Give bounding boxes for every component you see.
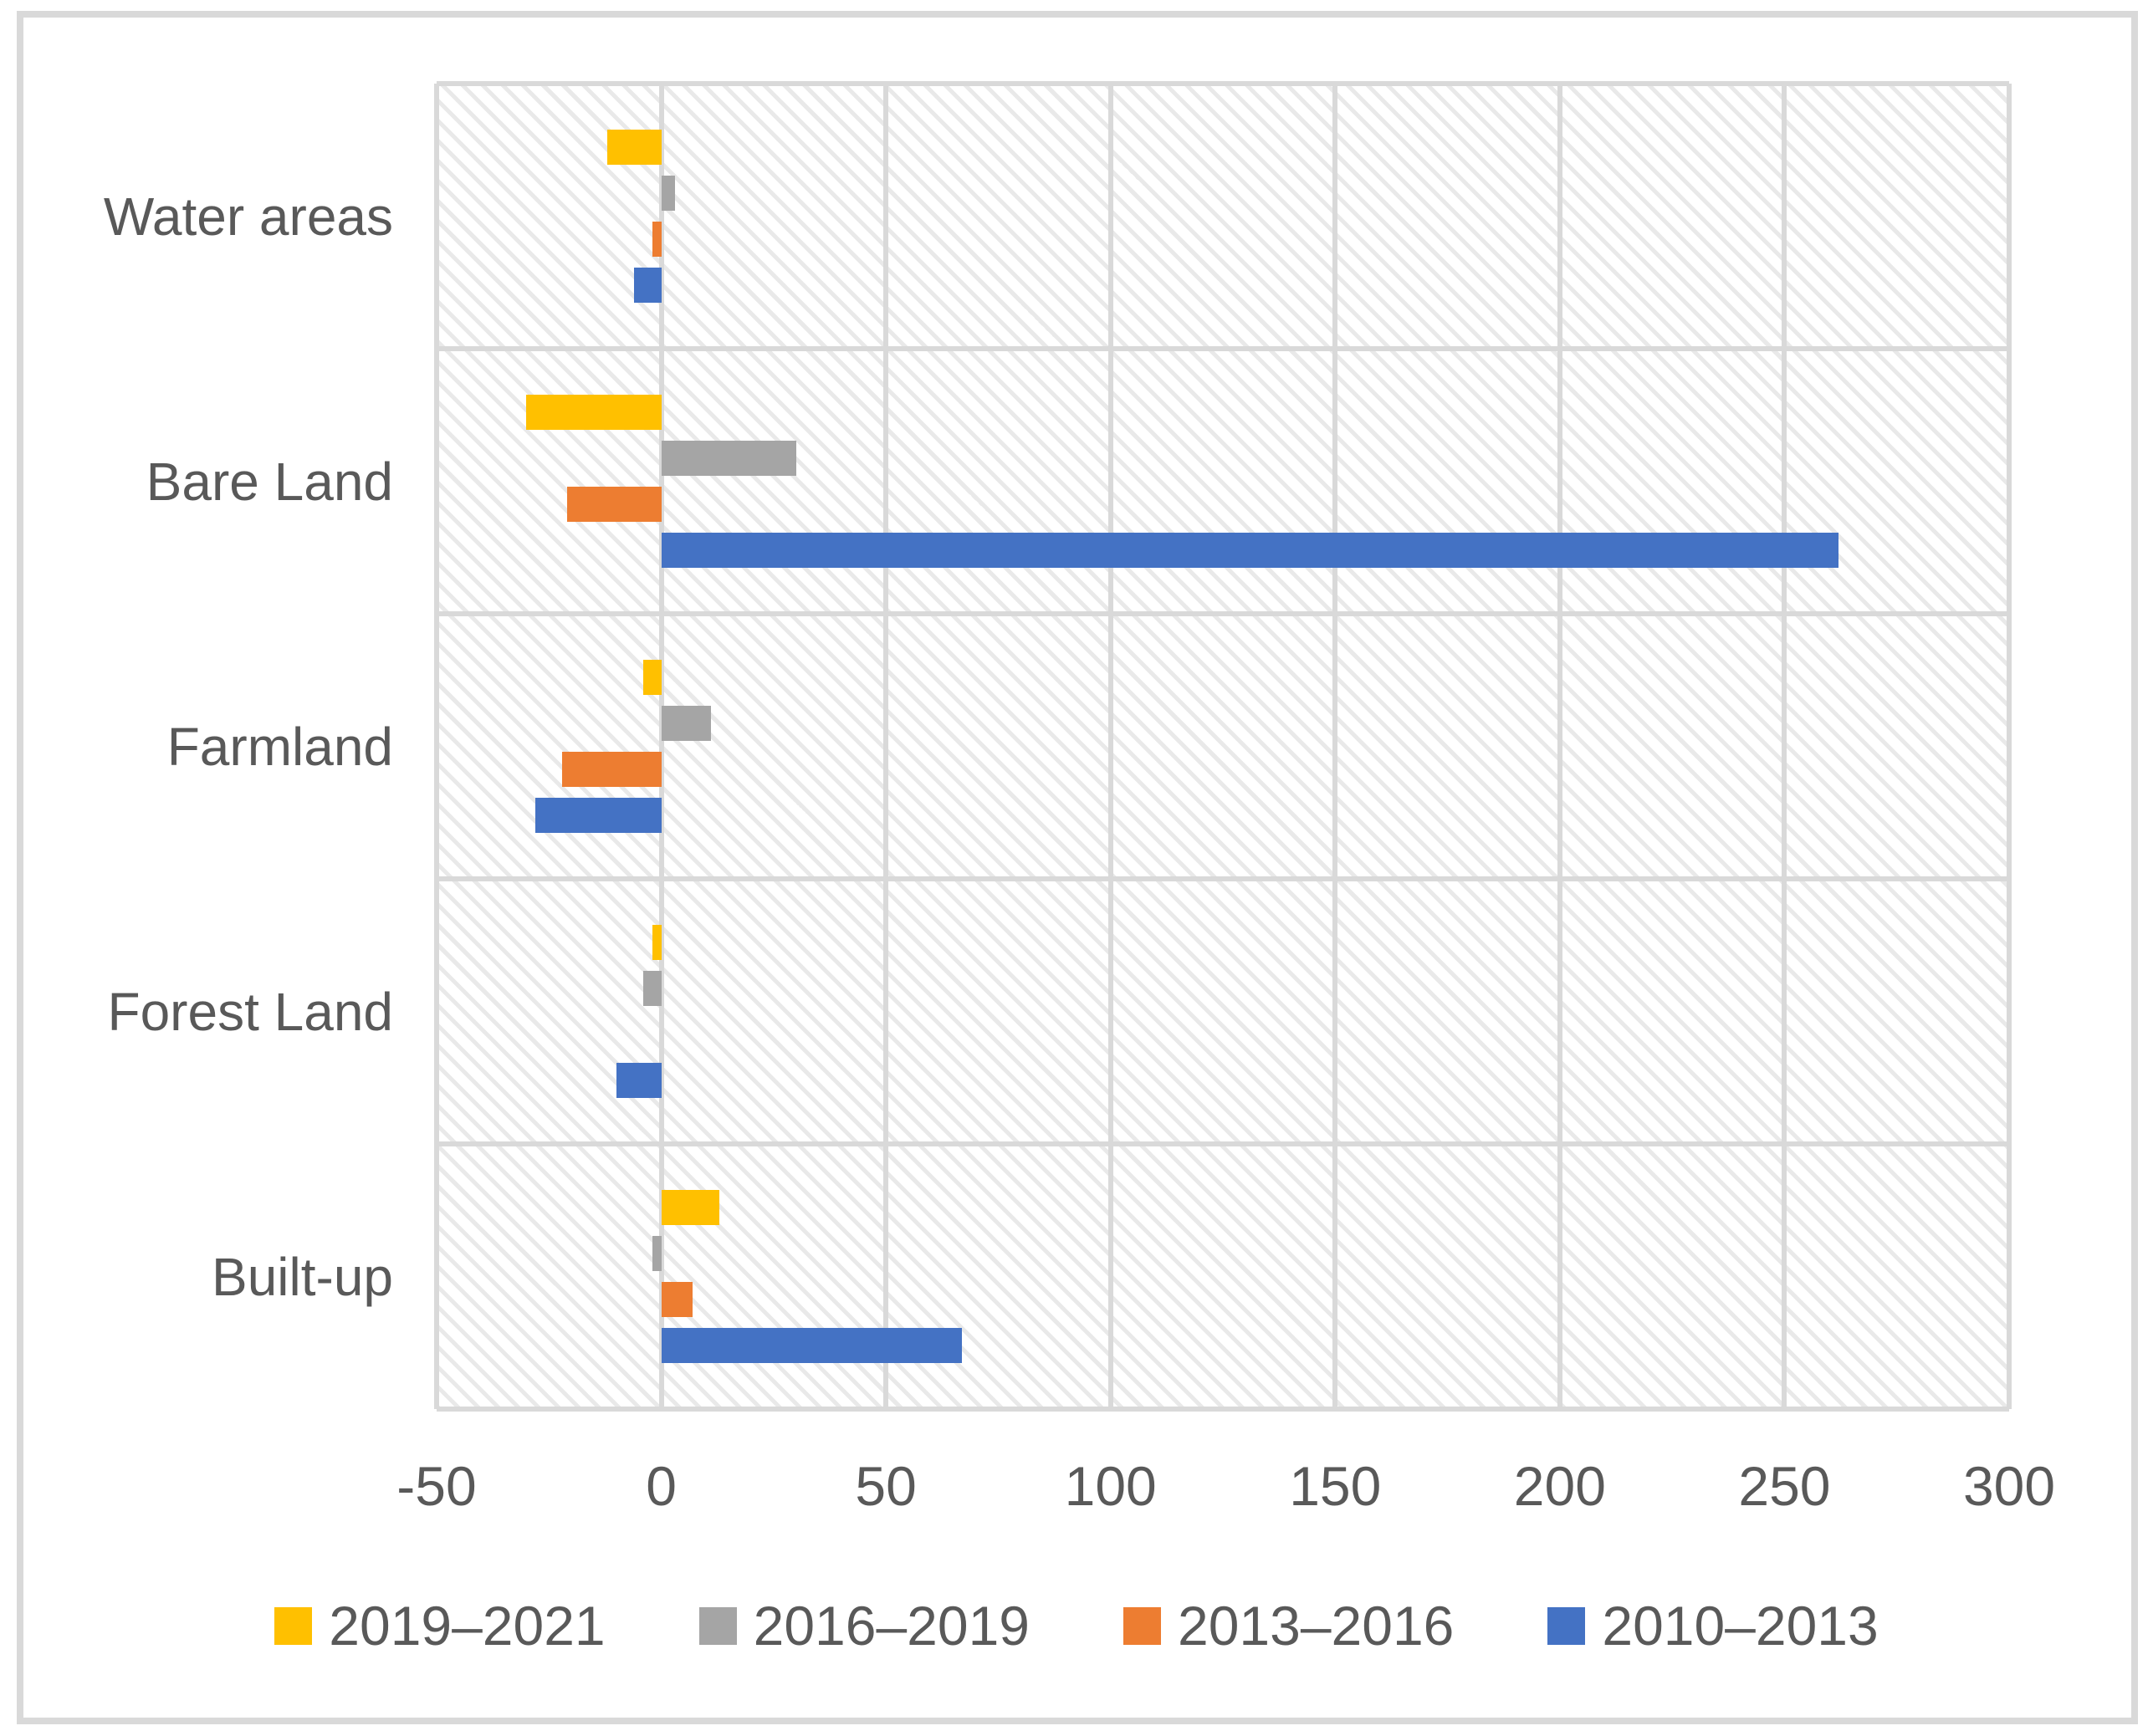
plot-area [437,84,2009,1409]
bar-built-up-2019–2021 [661,1190,720,1225]
legend-label: 2010–2013 [1602,1595,1879,1657]
bar-farmland-2016–2019 [661,706,711,741]
gridline-vertical [883,84,889,1409]
bar-built-up-2010–2013 [661,1328,963,1363]
legend-item: 2010–2013 [1547,1595,1879,1657]
legend-swatch-icon [274,1606,313,1645]
gridline-vertical [434,84,439,1409]
gridline-vertical [1557,84,1562,1409]
bar-bare-land-2013–2016 [566,487,662,522]
legend-item: 2013–2016 [1123,1596,1454,1655]
gridline-vertical [2007,84,2012,1409]
gridline-horizontal [437,1141,2009,1146]
bar-built-up-2013–2016 [661,1282,693,1317]
category-label: Water areas [103,186,393,247]
gridline-horizontal [437,81,2009,86]
bar-water-areas-2013–2016 [652,222,662,257]
gridline-horizontal [437,876,2009,881]
legend-label: 2013–2016 [1178,1595,1455,1657]
x-tick-label: 300 [1962,1455,2056,1517]
legend-label: 2019–2021 [329,1595,606,1657]
gridline-vertical [658,84,664,1409]
bar-water-areas-2010–2013 [634,268,662,303]
bar-farmland-2019–2021 [643,660,662,695]
x-tick-label: 250 [1738,1455,1831,1517]
bar-built-up-2016–2019 [652,1236,662,1271]
legend-swatch-icon [1547,1606,1586,1645]
gridline-horizontal [437,346,2009,351]
category-label: Bare Land [146,451,393,512]
legend-swatch-icon [698,1606,737,1645]
bar-bare-land-2010–2013 [661,533,1838,568]
bar-forest-land-2016–2019 [643,971,662,1006]
bar-water-areas-2019–2021 [607,130,662,165]
category-label: Farmland [166,716,393,777]
bar-farmland-2010–2013 [535,798,662,833]
bar-water-areas-2016–2019 [661,176,675,211]
x-tick-label: -50 [396,1455,477,1517]
figure-border [17,11,2138,1724]
x-tick-label: 100 [1064,1455,1157,1517]
legend-swatch-icon [1123,1606,1161,1645]
legend-label: 2016–2019 [753,1595,1030,1657]
category-label: Built-up [212,1246,393,1307]
category-label: Forest Land [107,981,393,1042]
x-tick-label: 50 [855,1455,917,1517]
legend-item: 2016–2019 [698,1595,1030,1657]
legend: 2019–2021 2016–2019 2013–2016 2010–2013 [0,1585,2153,1666]
gridline-vertical [1107,84,1113,1409]
bar-forest-land-2019–2021 [652,925,662,960]
bar-bare-land-2016–2019 [661,441,796,476]
gridline-vertical [1332,84,1338,1409]
x-tick-label: 200 [1513,1455,1606,1517]
x-axis-line [437,1407,2009,1412]
gridline-vertical [1782,84,1787,1409]
bar-bare-land-2019–2021 [526,395,662,430]
gridline-horizontal [437,611,2009,616]
bar-farmland-2013–2016 [562,752,662,787]
x-tick-label: 150 [1289,1455,1382,1517]
x-tick-label: 0 [646,1455,677,1517]
legend-item: 2019–2021 [274,1595,606,1657]
bar-forest-land-2010–2013 [616,1063,662,1098]
